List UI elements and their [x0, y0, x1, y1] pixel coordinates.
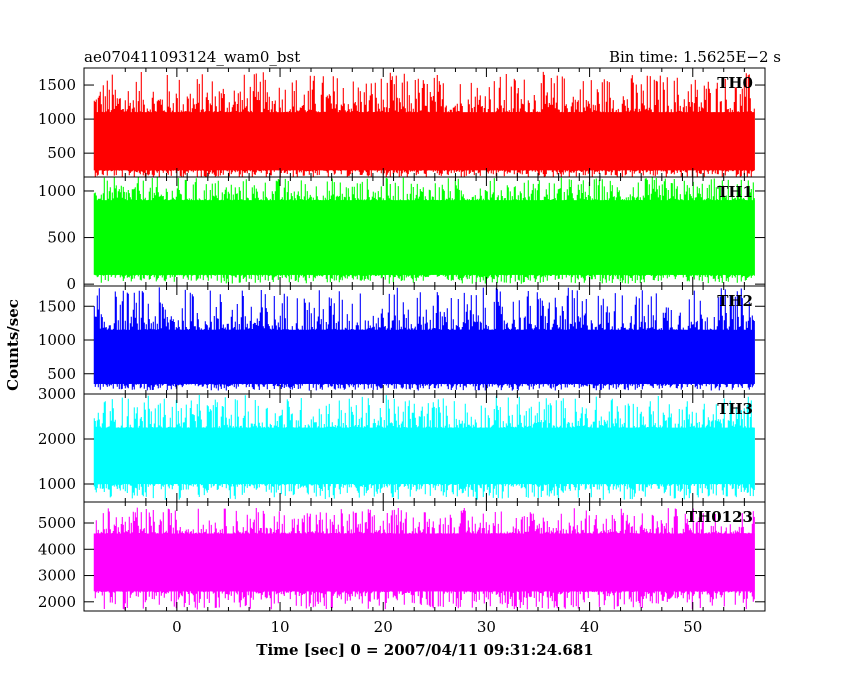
x-tick-labels: 0 10 20 30 40 50: [172, 618, 702, 636]
series-line-th0: [93, 71, 755, 177]
y-tick-label: 1000: [38, 110, 76, 128]
y-tick-label: 0: [66, 275, 76, 293]
x-tick-label: 0: [172, 618, 182, 636]
panels-group: 500 1000 1500 TH0 0 500 1000 TH1 500 1000 1500 TH2 1…: [38, 67, 766, 612]
x-tick-label: 50: [683, 618, 702, 636]
y-tick-label: 4000: [38, 540, 76, 558]
y-tick-label: 2000: [38, 430, 76, 448]
y-tick-label: 1500: [38, 297, 76, 315]
x-tick-label: 40: [580, 618, 599, 636]
y-tick-label: 2000: [38, 593, 76, 611]
panel-label-th0: TH0: [717, 74, 753, 92]
panel-th3: 1000 2000 3000 TH3: [38, 385, 766, 503]
y-tick-label: 1500: [38, 76, 76, 94]
series-line-th1: [93, 177, 755, 284]
y-tick-label: 1000: [38, 475, 76, 493]
plot-title: ae070411093124_wam0_bst: [84, 48, 300, 66]
panel-th0: 500 1000 1500 TH0: [38, 67, 766, 178]
y-tick-label: 5000: [38, 514, 76, 532]
bin-time-label: Bin time: 1.5625E−2 s: [609, 48, 781, 66]
panel-label-th2: TH2: [717, 292, 753, 310]
y-tick-label: 500: [47, 144, 76, 162]
panel-th2: 500 1000 1500 TH2: [38, 285, 766, 395]
panel-th0123: 2000 3000 4000 5000 TH0123: [38, 501, 766, 612]
series-line-th3: [93, 395, 755, 500]
series-line-th2: [93, 287, 755, 391]
y-tick-label: 500: [47, 365, 76, 383]
x-axis-label: Time [sec] 0 = 2007/04/11 09:31:24.681: [256, 641, 593, 659]
series-line-th0123: [93, 507, 755, 610]
panel-label-th3: TH3: [717, 400, 753, 418]
x-tick-label: 20: [374, 618, 393, 636]
x-tick-label: 10: [270, 618, 289, 636]
panel-label-th1: TH1: [717, 183, 753, 201]
panel-frame: [83, 501, 766, 612]
y-axis-label: Counts/sec: [4, 299, 22, 391]
panel-label-th0123: TH0123: [686, 508, 753, 526]
panel-th1: 0 500 1000 TH1: [38, 176, 766, 293]
y-tick-label: 1000: [38, 182, 76, 200]
y-tick-label: 3000: [38, 385, 76, 403]
x-tick-label: 30: [477, 618, 496, 636]
y-tick-label: 1000: [38, 331, 76, 349]
y-tick-label: 3000: [38, 567, 76, 585]
y-tick-label: 500: [47, 229, 76, 247]
